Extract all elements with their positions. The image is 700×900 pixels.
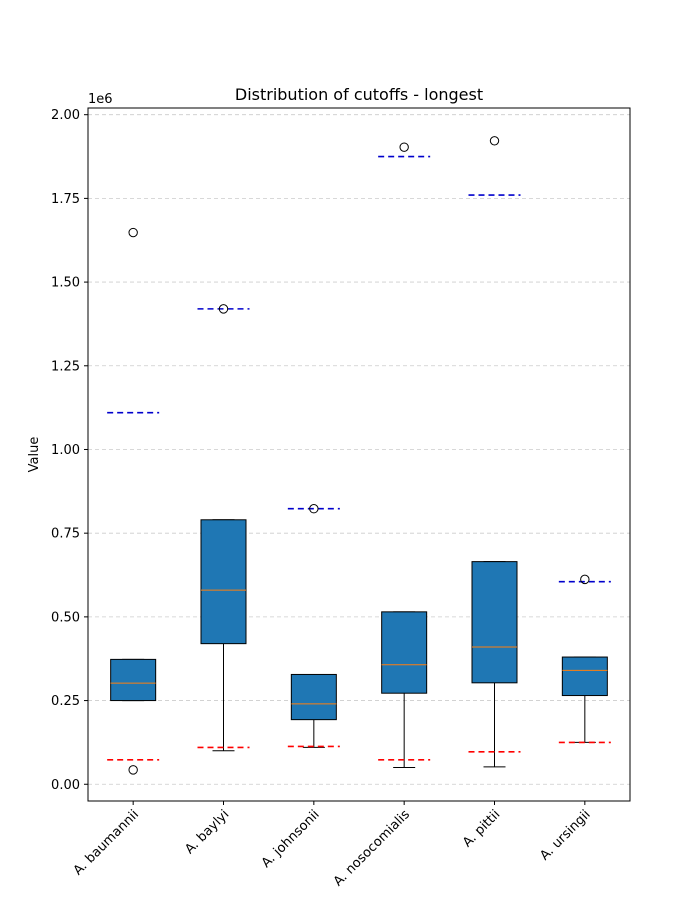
y-axis-label: Value [27, 437, 42, 473]
outlier-point [128, 765, 138, 775]
grid-lines [88, 114, 630, 785]
y-axis-offset-label: 1e6 [88, 92, 113, 107]
iqr-box [290, 673, 337, 721]
y-tick-label: 0.50 [51, 610, 80, 625]
y-axis-ticks: 0.00 0.25 0.50 0.75 1.00 1.25 1.50 1.75 2.00 [51, 108, 88, 793]
box-3 [290, 673, 337, 748]
iqr-box [471, 561, 518, 684]
y-tick-label: 1.75 [51, 192, 80, 207]
y-tick-label: 0.00 [51, 778, 80, 793]
x-tick-label: A. ursingii [537, 807, 593, 863]
y-tick-label: 0.75 [51, 527, 80, 542]
outlier-points [128, 136, 590, 775]
box-4 [381, 611, 428, 769]
x-tick-label: A. baylyi [182, 807, 232, 857]
x-tick-label: A. johnsonii [259, 807, 323, 871]
box-2 [200, 519, 247, 752]
plot-area-frame [87, 107, 631, 802]
y-tick-label: 2.00 [51, 108, 80, 123]
iqr-box [381, 611, 428, 694]
x-tick-label: A. nosocomialis [331, 807, 413, 889]
y-tick-label: 1.50 [51, 276, 80, 291]
outlier-point [489, 136, 500, 146]
outlier-point [399, 142, 409, 152]
box-1 [110, 658, 157, 702]
box-series [110, 519, 608, 769]
box-5 [471, 561, 518, 768]
iqr-box [110, 658, 157, 702]
outlier-point [580, 574, 590, 585]
outlier-point [309, 504, 319, 514]
y-tick-label: 1.25 [51, 359, 80, 374]
iqr-box [200, 519, 247, 645]
x-tick-label: A. pittii [460, 807, 503, 850]
y-tick-label: 0.25 [51, 694, 80, 709]
box-6 [561, 656, 608, 743]
x-tick-label: A. baumannii [71, 807, 142, 878]
outlier-point [218, 304, 229, 314]
chart-title: Distribution of cutoffs - longest [235, 85, 483, 104]
iqr-box [561, 656, 608, 697]
outlier-point [128, 227, 138, 238]
reference-lines [107, 155, 611, 761]
y-tick-label: 1.00 [51, 443, 80, 458]
x-axis-ticks: A. baumannii A. baylyi A. johnsonii A. noso… [71, 801, 594, 889]
